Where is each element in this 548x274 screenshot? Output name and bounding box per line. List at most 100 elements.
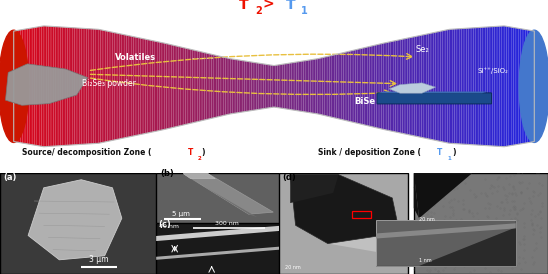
Polygon shape bbox=[512, 27, 513, 145]
Polygon shape bbox=[404, 38, 406, 134]
Polygon shape bbox=[17, 30, 19, 142]
Polygon shape bbox=[470, 28, 472, 145]
Polygon shape bbox=[106, 31, 107, 142]
FancyBboxPatch shape bbox=[377, 93, 492, 104]
Polygon shape bbox=[264, 64, 265, 109]
Polygon shape bbox=[494, 26, 496, 146]
Polygon shape bbox=[82, 28, 83, 144]
Polygon shape bbox=[42, 26, 43, 147]
Polygon shape bbox=[317, 58, 319, 114]
Polygon shape bbox=[212, 54, 213, 118]
Polygon shape bbox=[290, 63, 292, 110]
Polygon shape bbox=[239, 60, 241, 113]
Text: ): ) bbox=[452, 148, 455, 157]
Polygon shape bbox=[156, 247, 279, 260]
Polygon shape bbox=[488, 27, 489, 146]
FancyBboxPatch shape bbox=[414, 173, 548, 274]
Polygon shape bbox=[295, 62, 296, 111]
Polygon shape bbox=[47, 26, 48, 147]
Polygon shape bbox=[172, 45, 173, 128]
Polygon shape bbox=[503, 26, 505, 147]
Polygon shape bbox=[119, 34, 121, 139]
Polygon shape bbox=[175, 46, 177, 127]
Text: 300 nm: 300 nm bbox=[214, 221, 238, 226]
Text: - - - - -: - - - - - bbox=[192, 55, 213, 61]
Text: (a): (a) bbox=[3, 173, 16, 182]
Polygon shape bbox=[255, 62, 256, 110]
Text: Volatiles: Volatiles bbox=[115, 53, 156, 62]
Polygon shape bbox=[309, 60, 310, 113]
Polygon shape bbox=[435, 32, 437, 141]
Polygon shape bbox=[83, 28, 85, 144]
Polygon shape bbox=[378, 92, 488, 93]
Polygon shape bbox=[376, 44, 378, 128]
Polygon shape bbox=[224, 57, 225, 115]
Polygon shape bbox=[130, 36, 132, 137]
Polygon shape bbox=[50, 26, 52, 146]
Polygon shape bbox=[41, 193, 106, 246]
Polygon shape bbox=[376, 220, 516, 266]
Text: 1: 1 bbox=[448, 156, 452, 161]
Polygon shape bbox=[290, 175, 398, 244]
Polygon shape bbox=[344, 52, 345, 120]
Polygon shape bbox=[95, 29, 97, 144]
Polygon shape bbox=[147, 39, 149, 133]
Polygon shape bbox=[38, 27, 40, 146]
Polygon shape bbox=[381, 43, 383, 129]
Polygon shape bbox=[15, 30, 17, 142]
Polygon shape bbox=[192, 50, 194, 123]
Polygon shape bbox=[433, 32, 435, 140]
Polygon shape bbox=[529, 30, 531, 142]
Polygon shape bbox=[425, 34, 427, 139]
Polygon shape bbox=[329, 56, 331, 117]
Polygon shape bbox=[305, 60, 307, 112]
Polygon shape bbox=[401, 39, 402, 133]
Polygon shape bbox=[164, 43, 167, 129]
Polygon shape bbox=[524, 29, 526, 143]
Polygon shape bbox=[208, 53, 210, 119]
Polygon shape bbox=[521, 29, 522, 144]
Polygon shape bbox=[128, 36, 130, 137]
Polygon shape bbox=[373, 45, 375, 127]
Text: (d): (d) bbox=[282, 173, 296, 182]
Polygon shape bbox=[441, 31, 442, 142]
Polygon shape bbox=[183, 174, 215, 179]
Polygon shape bbox=[296, 62, 298, 111]
Polygon shape bbox=[125, 35, 127, 138]
Polygon shape bbox=[475, 28, 477, 145]
Polygon shape bbox=[69, 27, 71, 145]
Polygon shape bbox=[182, 47, 184, 125]
Polygon shape bbox=[27, 28, 29, 144]
Polygon shape bbox=[151, 40, 152, 132]
Text: BiSe: BiSe bbox=[354, 96, 375, 105]
Polygon shape bbox=[319, 58, 321, 115]
Text: (c): (c) bbox=[159, 220, 172, 229]
Polygon shape bbox=[189, 49, 191, 124]
Polygon shape bbox=[22, 29, 24, 143]
Polygon shape bbox=[244, 61, 246, 112]
FancyBboxPatch shape bbox=[279, 173, 408, 274]
Polygon shape bbox=[292, 62, 293, 110]
Polygon shape bbox=[220, 56, 222, 116]
Polygon shape bbox=[183, 174, 273, 214]
Polygon shape bbox=[225, 58, 227, 115]
Polygon shape bbox=[430, 33, 432, 140]
Polygon shape bbox=[236, 59, 238, 113]
Polygon shape bbox=[99, 29, 100, 143]
Polygon shape bbox=[493, 27, 494, 146]
Polygon shape bbox=[423, 35, 425, 138]
Polygon shape bbox=[397, 40, 399, 133]
Polygon shape bbox=[267, 64, 269, 108]
Polygon shape bbox=[420, 35, 421, 138]
Polygon shape bbox=[489, 27, 491, 146]
Polygon shape bbox=[134, 37, 135, 136]
Polygon shape bbox=[33, 27, 35, 145]
Polygon shape bbox=[76, 28, 78, 145]
Polygon shape bbox=[408, 38, 409, 135]
Polygon shape bbox=[168, 44, 170, 129]
Text: Source/ decomposition Zone (: Source/ decomposition Zone ( bbox=[22, 148, 151, 157]
Polygon shape bbox=[241, 60, 243, 112]
Polygon shape bbox=[413, 37, 415, 136]
Polygon shape bbox=[248, 61, 250, 111]
Polygon shape bbox=[238, 60, 239, 113]
